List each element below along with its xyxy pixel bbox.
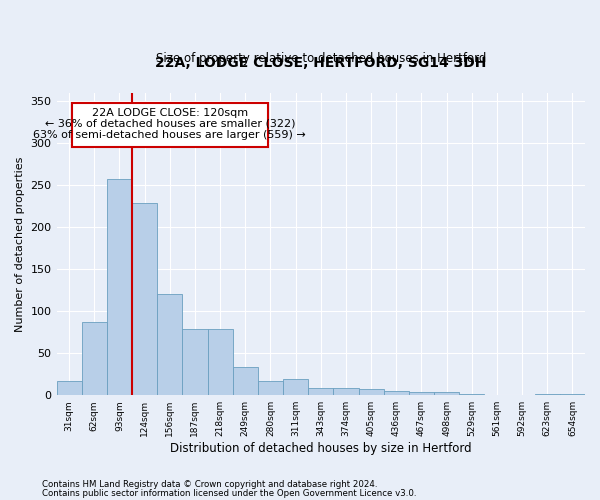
Text: 63% of semi-detached houses are larger (559) →: 63% of semi-detached houses are larger (… bbox=[34, 130, 306, 140]
Text: 22A LODGE CLOSE: 120sqm: 22A LODGE CLOSE: 120sqm bbox=[92, 108, 248, 118]
Bar bbox=[459, 394, 484, 395]
Bar bbox=[560, 394, 585, 395]
Bar bbox=[157, 294, 182, 395]
Bar bbox=[409, 392, 434, 395]
Bar bbox=[208, 329, 233, 395]
Bar bbox=[434, 392, 459, 395]
Text: 22A, LODGE CLOSE, HERTFORD, SG14 3DH: 22A, LODGE CLOSE, HERTFORD, SG14 3DH bbox=[155, 56, 487, 70]
Bar bbox=[182, 329, 208, 395]
Text: Contains HM Land Registry data © Crown copyright and database right 2024.: Contains HM Land Registry data © Crown c… bbox=[42, 480, 377, 489]
Bar bbox=[82, 322, 107, 395]
FancyBboxPatch shape bbox=[71, 103, 268, 148]
Title: Size of property relative to detached houses in Hertford: Size of property relative to detached ho… bbox=[155, 52, 486, 66]
Bar bbox=[56, 381, 82, 395]
Bar bbox=[258, 381, 283, 395]
X-axis label: Distribution of detached houses by size in Hertford: Distribution of detached houses by size … bbox=[170, 442, 472, 455]
Bar bbox=[334, 388, 359, 395]
Bar bbox=[107, 178, 132, 395]
Y-axis label: Number of detached properties: Number of detached properties bbox=[15, 156, 25, 332]
Bar bbox=[283, 380, 308, 395]
Text: ← 36% of detached houses are smaller (322): ← 36% of detached houses are smaller (32… bbox=[44, 119, 295, 129]
Bar bbox=[132, 203, 157, 395]
Bar bbox=[383, 391, 409, 395]
Bar bbox=[535, 394, 560, 395]
Bar bbox=[233, 366, 258, 395]
Bar bbox=[359, 390, 383, 395]
Bar bbox=[308, 388, 334, 395]
Text: Contains public sector information licensed under the Open Government Licence v3: Contains public sector information licen… bbox=[42, 490, 416, 498]
